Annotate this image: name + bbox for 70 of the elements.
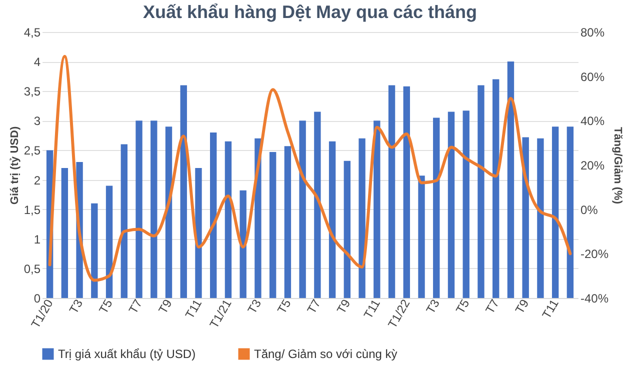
bar <box>91 203 98 298</box>
bar <box>507 62 514 298</box>
y2-tick-label: 20% <box>580 158 605 172</box>
bar <box>552 126 559 298</box>
bar <box>136 120 142 298</box>
x-tick-label: T11 <box>182 296 205 322</box>
line-series <box>48 54 572 282</box>
x-tick-label: T9 <box>156 296 175 316</box>
bar <box>403 86 410 298</box>
bar <box>120 144 128 298</box>
bar <box>269 152 276 298</box>
x-tick-label: T5 <box>274 296 294 316</box>
y-tick-label: 1,5 <box>24 202 41 217</box>
bar <box>433 118 440 298</box>
legend-label: Tăng/ Giảm so với cùng kỳ <box>254 347 398 361</box>
y-tick-label: 2,5 <box>24 144 41 158</box>
x-tick-label: T7 <box>304 296 324 316</box>
x-tick-label: T7 <box>482 296 502 316</box>
y2-tick-label: -40% <box>580 292 609 306</box>
y-tick-label: 3,5 <box>24 84 41 99</box>
bar <box>522 137 529 298</box>
bar <box>358 138 366 298</box>
bar <box>492 79 500 298</box>
bar <box>180 85 187 298</box>
bar <box>314 112 321 298</box>
y-axis-title: Giá trị (tỷ USD) <box>8 126 21 205</box>
bar <box>150 120 158 298</box>
bar <box>374 120 380 298</box>
y2-tick-label: 60% <box>580 70 605 84</box>
x-tick-label: T9 <box>334 296 354 316</box>
x-tick-label: T3 <box>244 296 264 316</box>
x-tick-label: T11 <box>360 296 384 322</box>
bar <box>537 138 544 298</box>
x-tick-label: T5 <box>96 296 116 316</box>
x-tick-label: T7 <box>126 296 146 316</box>
bar <box>448 112 455 298</box>
y-tick-label: 3 <box>34 114 41 128</box>
y2-tick-label: 40% <box>580 114 605 128</box>
bar <box>328 141 336 298</box>
bar <box>284 146 292 298</box>
legend-label: Trị giá xuất khẩu (tỷ USD) <box>58 347 196 361</box>
y-tick-label: 0,5 <box>24 262 41 276</box>
bar <box>566 126 574 298</box>
bar <box>106 186 113 298</box>
y-tick-label: 4,5 <box>24 26 41 40</box>
bar <box>388 85 396 298</box>
bar <box>462 110 470 298</box>
bar <box>224 141 232 298</box>
y-tick-label: 4 <box>34 55 41 70</box>
bar <box>478 85 484 298</box>
x-tick-label: T11 <box>539 296 562 322</box>
y2-tick-label: 0% <box>580 202 598 217</box>
bar <box>61 168 68 298</box>
x-tick-label: T5 <box>453 296 472 316</box>
y2-tick-label: -20% <box>580 247 609 262</box>
bar <box>210 132 217 298</box>
bar <box>240 190 246 298</box>
y-tick-label: 1 <box>34 232 41 246</box>
y2-axis-title: Tăng/Giảm (%) <box>612 126 624 204</box>
bar <box>344 160 351 298</box>
bar <box>165 126 172 298</box>
bar <box>195 168 202 298</box>
x-tick-label: T9 <box>512 296 532 316</box>
y-tick-label: 2 <box>34 173 41 188</box>
bar <box>299 120 306 298</box>
x-tick-label: T3 <box>66 296 86 316</box>
chart-title: Xuất khẩu hàng Dệt May qua các tháng <box>142 2 478 22</box>
bar <box>418 176 425 298</box>
y2-tick-label: 80% <box>580 26 605 40</box>
x-tick-label: T3 <box>423 296 443 316</box>
